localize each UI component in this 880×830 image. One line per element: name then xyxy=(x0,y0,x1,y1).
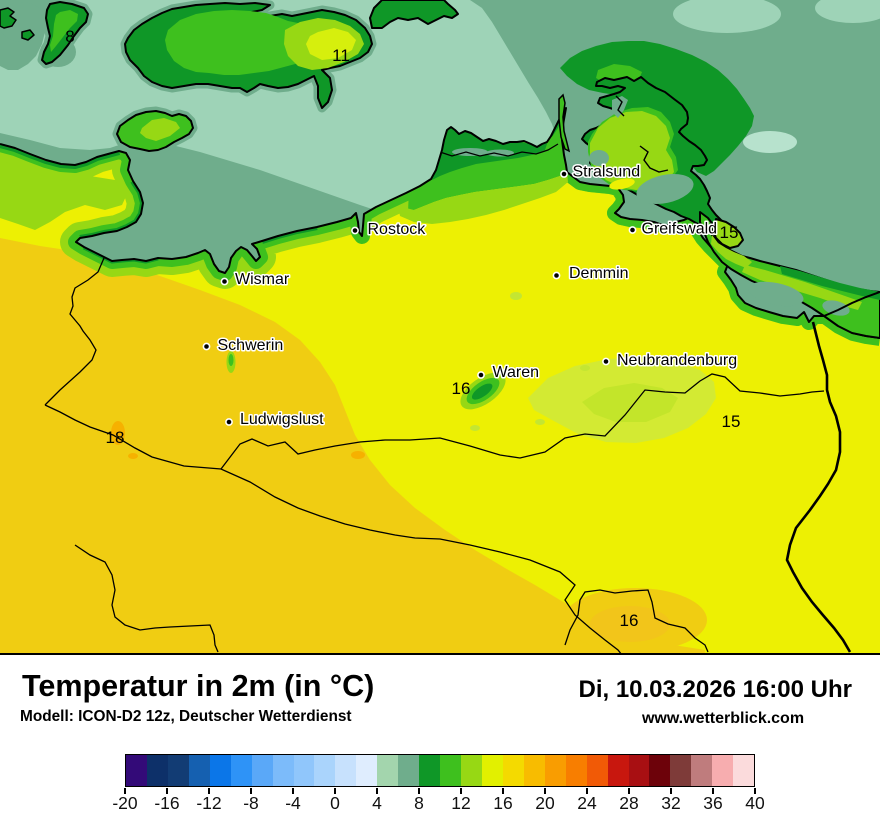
svg-text:Wismar: Wismar xyxy=(235,271,290,288)
svg-text:Rostock: Rostock xyxy=(368,221,427,238)
svg-text:Stralsund: Stralsund xyxy=(573,164,641,181)
svg-text:16: 16 xyxy=(620,611,639,630)
svg-text:Demmin: Demmin xyxy=(569,265,629,282)
svg-text:16: 16 xyxy=(452,379,471,398)
svg-text:8: 8 xyxy=(65,27,74,46)
svg-text:Ludwigslust: Ludwigslust xyxy=(240,411,324,428)
svg-text:Greifswald: Greifswald xyxy=(642,221,718,238)
svg-text:Waren: Waren xyxy=(493,364,540,381)
svg-text:Neubrandenburg: Neubrandenburg xyxy=(617,352,737,369)
svg-text:15: 15 xyxy=(722,412,741,431)
svg-text:11: 11 xyxy=(332,46,350,65)
svg-text:15: 15 xyxy=(720,223,739,242)
svg-text:18: 18 xyxy=(106,428,125,447)
svg-text:Schwerin: Schwerin xyxy=(218,337,284,354)
